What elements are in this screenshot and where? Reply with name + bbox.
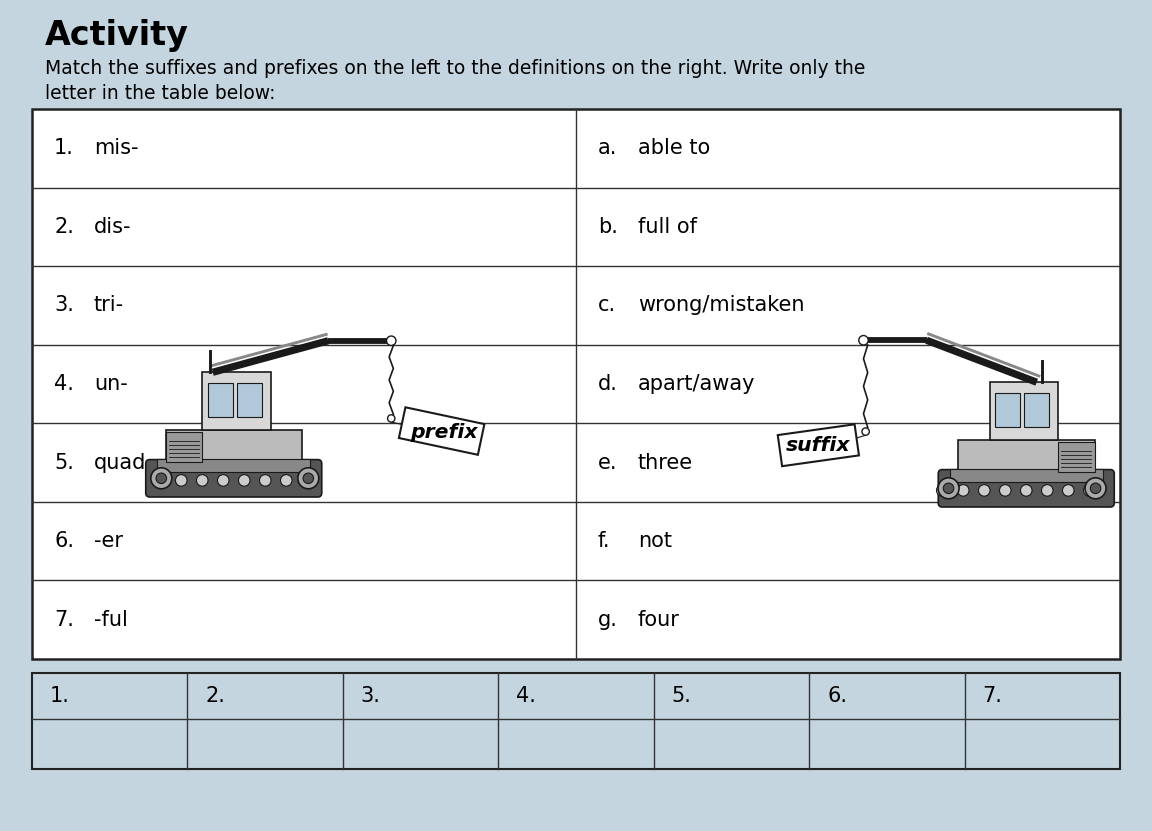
FancyBboxPatch shape: [994, 393, 1020, 427]
Text: 3.: 3.: [361, 686, 380, 706]
Text: four: four: [638, 610, 680, 630]
Text: g.: g.: [598, 610, 617, 630]
Circle shape: [238, 475, 250, 486]
Circle shape: [218, 475, 229, 486]
FancyBboxPatch shape: [938, 470, 1114, 507]
Circle shape: [943, 483, 954, 494]
FancyBboxPatch shape: [166, 432, 203, 461]
Circle shape: [298, 468, 319, 489]
Circle shape: [1021, 484, 1032, 496]
Text: un-: un-: [94, 374, 128, 394]
Circle shape: [156, 473, 167, 484]
Circle shape: [1062, 484, 1074, 496]
Circle shape: [280, 475, 291, 486]
Text: mis-: mis-: [94, 138, 138, 158]
Text: d.: d.: [598, 374, 617, 394]
Text: 3.: 3.: [54, 296, 74, 316]
Text: 2.: 2.: [205, 686, 226, 706]
Text: able to: able to: [638, 138, 711, 158]
Text: quad-: quad-: [94, 453, 154, 473]
Circle shape: [387, 415, 395, 422]
FancyBboxPatch shape: [1024, 393, 1049, 427]
FancyBboxPatch shape: [157, 460, 310, 472]
Text: c.: c.: [598, 296, 616, 316]
Circle shape: [259, 475, 271, 486]
Text: -er: -er: [94, 531, 123, 551]
FancyBboxPatch shape: [166, 430, 302, 464]
Text: 7.: 7.: [983, 686, 1002, 706]
Text: a.: a.: [598, 138, 617, 158]
Circle shape: [1041, 484, 1053, 496]
Circle shape: [862, 428, 870, 435]
FancyBboxPatch shape: [958, 440, 1094, 474]
Text: 4.: 4.: [54, 374, 74, 394]
Text: dis-: dis-: [94, 217, 131, 237]
Text: 5.: 5.: [672, 686, 691, 706]
Text: Match the suffixes and prefixes on the left to the definitions on the right. Wri: Match the suffixes and prefixes on the l…: [45, 59, 865, 103]
Circle shape: [938, 478, 960, 499]
Text: -ful: -ful: [94, 610, 128, 630]
FancyBboxPatch shape: [778, 425, 859, 466]
Circle shape: [154, 475, 166, 486]
FancyBboxPatch shape: [237, 383, 263, 417]
Circle shape: [1085, 478, 1106, 499]
Circle shape: [1084, 484, 1096, 496]
Circle shape: [387, 336, 396, 346]
FancyBboxPatch shape: [949, 470, 1102, 482]
FancyBboxPatch shape: [399, 407, 484, 455]
Circle shape: [858, 336, 869, 345]
Text: 7.: 7.: [54, 610, 74, 630]
Circle shape: [175, 475, 187, 486]
Text: 2.: 2.: [54, 217, 74, 237]
Text: tri-: tri-: [94, 296, 124, 316]
Circle shape: [1090, 483, 1101, 494]
FancyBboxPatch shape: [32, 673, 1120, 769]
Text: 6.: 6.: [827, 686, 847, 706]
Text: three: three: [638, 453, 694, 473]
Text: prefix: prefix: [410, 423, 477, 442]
Circle shape: [197, 475, 209, 486]
FancyBboxPatch shape: [203, 372, 271, 430]
Circle shape: [151, 468, 172, 489]
Text: 4.: 4.: [516, 686, 536, 706]
Text: full of: full of: [638, 217, 697, 237]
FancyBboxPatch shape: [32, 109, 1120, 659]
FancyBboxPatch shape: [990, 382, 1058, 440]
Circle shape: [303, 473, 313, 484]
Circle shape: [978, 484, 990, 496]
Text: Activity: Activity: [45, 19, 189, 52]
Text: not: not: [638, 531, 672, 551]
FancyBboxPatch shape: [1058, 442, 1094, 471]
Text: apart/away: apart/away: [638, 374, 756, 394]
Text: f.: f.: [598, 531, 611, 551]
Circle shape: [1000, 484, 1011, 496]
Text: wrong/mistaken: wrong/mistaken: [638, 296, 804, 316]
Text: e.: e.: [598, 453, 617, 473]
Text: 6.: 6.: [54, 531, 74, 551]
Text: 1.: 1.: [50, 686, 70, 706]
Text: suffix: suffix: [786, 435, 850, 455]
Text: 1.: 1.: [54, 138, 74, 158]
FancyBboxPatch shape: [207, 383, 233, 417]
Circle shape: [937, 484, 948, 496]
FancyBboxPatch shape: [146, 460, 321, 497]
Text: b.: b.: [598, 217, 617, 237]
Circle shape: [957, 484, 969, 496]
Text: 5.: 5.: [54, 453, 74, 473]
Circle shape: [302, 475, 313, 486]
